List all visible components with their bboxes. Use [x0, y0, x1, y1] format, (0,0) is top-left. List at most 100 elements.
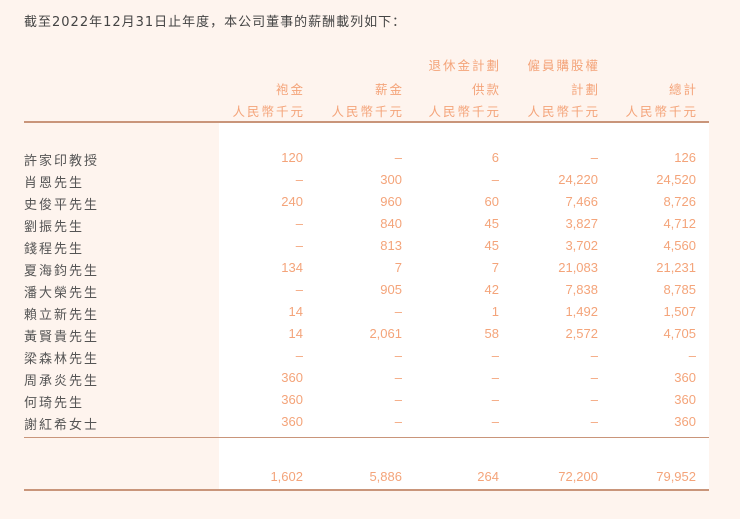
value-cell: 14 — [288, 304, 303, 319]
value-cell: – — [394, 392, 402, 407]
value-cell: 24,520 — [656, 172, 696, 187]
value-cell: 42 — [484, 282, 499, 297]
column-header-line2: 薪金 — [374, 82, 404, 97]
value-cell: 21,083 — [558, 260, 598, 275]
column-header-line2: 供款 — [471, 82, 501, 97]
value-cell: – — [590, 348, 598, 363]
header-rule — [24, 121, 709, 123]
value-cell: 24,220 — [558, 172, 598, 187]
value-cell: – — [590, 392, 598, 407]
director-name: 許家印教授 — [24, 154, 100, 169]
value-cell: 1 — [491, 304, 499, 319]
table-row: 劉振先生 – 840 45 3,827 4,712 — [24, 216, 709, 238]
table-row: 周承炎先生 360 – – – 360 — [24, 370, 709, 392]
value-cell: 134 — [281, 260, 303, 275]
table-row: 賴立新先生 14 – 1 1,492 1,507 — [24, 304, 709, 326]
value-cell: 300 — [380, 172, 402, 187]
total-cell: 72,200 — [558, 469, 598, 484]
value-cell: – — [394, 348, 402, 363]
value-cell: 960 — [380, 194, 402, 209]
value-cell: 7,466 — [565, 194, 598, 209]
value-cell: 7 — [394, 260, 402, 275]
table-row: 黃賢貴先生 14 2,061 58 2,572 4,705 — [24, 326, 709, 348]
column-header-unit: 人民幣千元 — [428, 104, 501, 119]
total-cell: 1,602 — [270, 469, 303, 484]
value-cell: – — [688, 348, 696, 363]
table-row: 潘大榮先生 – 905 42 7,838 8,785 — [24, 282, 709, 304]
value-cell: 8,726 — [663, 194, 696, 209]
value-cell: 1,492 — [565, 304, 598, 319]
director-name: 周承炎先生 — [24, 374, 100, 389]
column-header-unit: 人民幣千元 — [527, 104, 600, 119]
value-cell: 45 — [484, 238, 499, 253]
column-header-line1: 僱員購股權 — [527, 58, 600, 73]
total-cell: 79,952 — [656, 469, 696, 484]
value-cell: 58 — [484, 326, 499, 341]
table-row: 錢程先生 – 813 45 3,702 4,560 — [24, 238, 709, 260]
column-header-unit: 人民幣千元 — [625, 104, 698, 119]
value-cell: 360 — [281, 414, 303, 429]
value-cell: 126 — [674, 150, 696, 165]
column-header-unit: 人民幣千元 — [331, 104, 404, 119]
subtotal-rule — [24, 437, 709, 438]
director-name: 史俊平先生 — [24, 198, 100, 213]
value-cell: 813 — [380, 238, 402, 253]
value-cell: 4,712 — [663, 216, 696, 231]
value-cell: 840 — [380, 216, 402, 231]
value-cell: 2,572 — [565, 326, 598, 341]
total-row: 1,602 5,886 264 72,200 79,952 — [24, 469, 709, 491]
value-cell: 240 — [281, 194, 303, 209]
value-cell: 8,785 — [663, 282, 696, 297]
director-name: 謝紅希女士 — [24, 418, 100, 433]
value-cell: – — [295, 282, 303, 297]
value-cell: 45 — [484, 216, 499, 231]
value-cell: 1,507 — [663, 304, 696, 319]
value-cell: 360 — [674, 414, 696, 429]
value-cell: 905 — [380, 282, 402, 297]
value-cell: 360 — [281, 370, 303, 385]
director-name: 何琦先生 — [24, 396, 85, 411]
director-name: 肖恩先生 — [24, 176, 85, 191]
value-cell: – — [590, 370, 598, 385]
column-header-line2: 計劃 — [570, 82, 600, 97]
value-cell: 7,838 — [565, 282, 598, 297]
director-name: 劉振先生 — [24, 220, 85, 235]
value-cell: 21,231 — [656, 260, 696, 275]
value-cell: – — [295, 216, 303, 231]
director-name: 潘大榮先生 — [24, 286, 100, 301]
value-cell: – — [394, 304, 402, 319]
director-name: 賴立新先生 — [24, 308, 100, 323]
value-cell: 3,702 — [565, 238, 598, 253]
director-name: 錢程先生 — [24, 242, 85, 257]
table-row: 何琦先生 360 – – – 360 — [24, 392, 709, 414]
value-cell: 360 — [674, 392, 696, 407]
value-cell: – — [394, 370, 402, 385]
table-row: 梁森林先生 – – – – – — [24, 348, 709, 370]
value-cell: 4,560 — [663, 238, 696, 253]
value-cell: 4,705 — [663, 326, 696, 341]
value-cell: – — [491, 370, 499, 385]
value-cell: – — [295, 238, 303, 253]
table-row: 史俊平先生 240 960 60 7,466 8,726 — [24, 194, 709, 216]
value-cell: – — [491, 414, 499, 429]
column-header-unit: 人民幣千元 — [232, 104, 305, 119]
director-name: 梁森林先生 — [24, 352, 100, 367]
value-cell: 360 — [674, 370, 696, 385]
intro-text: 截至2022年12月31日止年度，本公司董事的薪酬載列如下： — [24, 15, 407, 30]
value-cell: – — [295, 172, 303, 187]
value-cell: 120 — [281, 150, 303, 165]
total-cell: 264 — [477, 469, 499, 484]
value-cell: – — [394, 414, 402, 429]
table-row: 夏海鈞先生 134 7 7 21,083 21,231 — [24, 260, 709, 282]
value-cell: 60 — [484, 194, 499, 209]
value-cell: 14 — [288, 326, 303, 341]
value-cell: – — [394, 150, 402, 165]
value-cell: 3,827 — [565, 216, 598, 231]
table-row: 許家印教授 120 – 6 – 126 — [24, 150, 709, 172]
value-cell: – — [590, 414, 598, 429]
table-row: 謝紅希女士 360 – – – 360 — [24, 414, 709, 436]
table-highlight-panel — [219, 123, 709, 490]
bottom-rule — [24, 489, 709, 491]
value-cell: 2,061 — [369, 326, 402, 341]
column-header-line1: 退休金計劃 — [428, 58, 501, 73]
